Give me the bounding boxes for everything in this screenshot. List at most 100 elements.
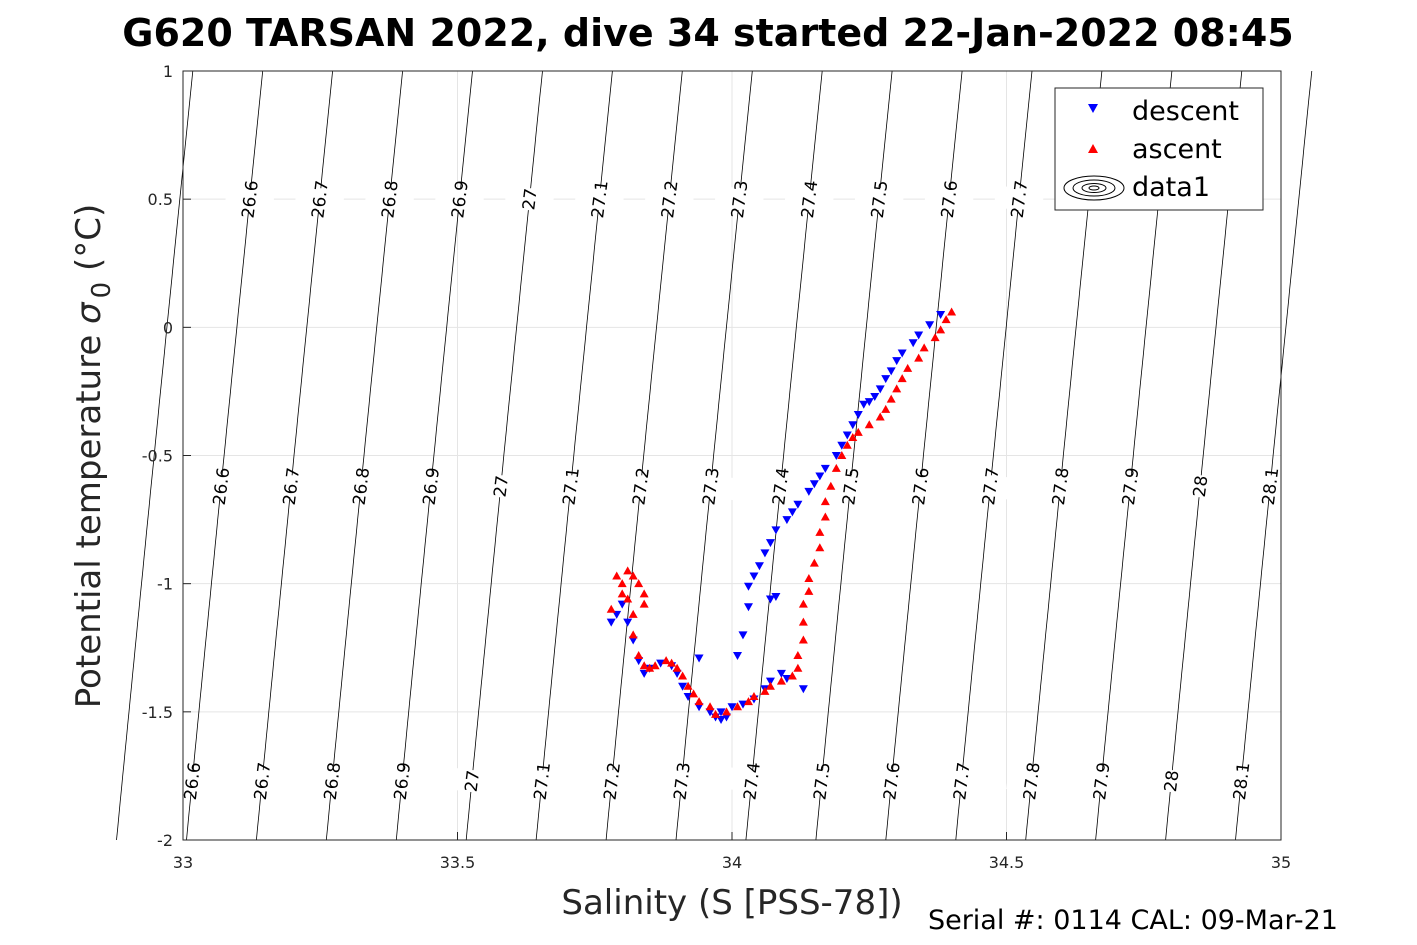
- ascent-point: [941, 315, 951, 324]
- ascent-point: [639, 661, 649, 670]
- contour-label: 26.9: [391, 761, 415, 801]
- contour-label-bg: [853, 185, 905, 214]
- contour-label: 27.2: [658, 179, 682, 219]
- contour-label: 27.1: [559, 466, 583, 506]
- contour-label: 27.7: [950, 761, 974, 801]
- ascent-point: [848, 433, 858, 442]
- ascent-point: [628, 571, 638, 580]
- ascent-point: [837, 451, 847, 459]
- descent-point: [765, 539, 775, 548]
- ascent-point: [853, 427, 863, 436]
- ascent-point: [897, 374, 907, 383]
- ascent-point: [815, 527, 825, 536]
- descent-point: [914, 331, 924, 340]
- ascent-point: [930, 333, 940, 342]
- contour-label: 28.1: [1230, 761, 1254, 801]
- ascent-point: [617, 579, 627, 588]
- contour-label-bg: [726, 767, 777, 795]
- contour-label-bg: [446, 767, 498, 795]
- descent-point: [754, 562, 764, 571]
- ascent-point: [804, 586, 814, 595]
- contour-label-bg: [615, 472, 666, 501]
- descent-point: [837, 441, 847, 450]
- ascent-point: [892, 384, 902, 393]
- contour-label: 27.4: [740, 761, 764, 801]
- contour-label: 27.3: [670, 761, 694, 801]
- descent-point: [886, 367, 896, 376]
- descent-point: [848, 421, 858, 430]
- descent-point: [936, 311, 946, 320]
- ascent-series: [606, 307, 957, 718]
- ascent-point: [936, 325, 946, 334]
- contour-label: 27.8: [1049, 466, 1073, 506]
- contour-label: 26.9: [448, 179, 472, 219]
- contour-label-bg: [166, 767, 218, 795]
- y-tick-label: -1: [157, 575, 173, 594]
- contour-label: 26.6: [238, 179, 262, 219]
- ascent-point: [628, 609, 638, 618]
- descent-point: [859, 400, 869, 409]
- descent-point: [716, 716, 726, 725]
- contour-label: 27: [462, 769, 484, 793]
- x-tick-label: 33.5: [440, 853, 476, 872]
- ascent-point: [749, 691, 759, 700]
- ascent-point: [612, 571, 622, 580]
- descent-point: [892, 357, 902, 366]
- descent-point: [672, 669, 682, 678]
- descent-point: [760, 549, 770, 558]
- contour-label-bg: [784, 185, 835, 214]
- contour-label: 27.1: [588, 179, 612, 219]
- ascent-point: [903, 363, 913, 372]
- ascent-point: [760, 686, 770, 695]
- ascent-point: [804, 574, 814, 583]
- legend: descent ascent data1: [1054, 87, 1264, 211]
- descent-point: [820, 464, 830, 473]
- descent-point: [749, 572, 759, 581]
- ascent-point: [689, 689, 699, 698]
- contour-label-bg: [434, 185, 485, 214]
- x-axis-ticks: 33 33.5 34 34.5 35: [173, 832, 1291, 872]
- descent-point: [853, 410, 863, 419]
- legend-descent-marker: [1088, 104, 1098, 113]
- contour-label-bg: [825, 472, 876, 501]
- contour-label-bg: [1174, 472, 1226, 501]
- ascent-point: [798, 599, 808, 608]
- contour-label: 26.8: [321, 761, 345, 801]
- x-tick-label: 35: [1271, 853, 1291, 872]
- y-axis-label-subscript: 0: [87, 282, 117, 299]
- contour-label: 28: [1190, 474, 1212, 498]
- contour-label-bg: [294, 185, 345, 214]
- contour-label: 27.5: [839, 466, 863, 506]
- contour-label-bg: [306, 767, 358, 795]
- chart-title: G620 TARSAN 2022, dive 34 started 22-Jan…: [122, 11, 1293, 55]
- descent-point: [727, 703, 737, 712]
- descent-point: [623, 618, 633, 627]
- ascent-point: [765, 681, 775, 690]
- ascent-point: [722, 707, 732, 716]
- legend-descent-label: descent: [1132, 96, 1239, 127]
- contour-label-bg: [504, 185, 555, 214]
- descent-point: [617, 600, 627, 609]
- ascent-point: [678, 671, 688, 680]
- contour-label-bg: [923, 185, 975, 214]
- ascent-point: [628, 630, 638, 639]
- contour-label-bg: [1244, 472, 1296, 501]
- ascent-point: [842, 440, 852, 449]
- ascent-point: [617, 589, 627, 598]
- contour-label: 26.6: [181, 761, 205, 801]
- contour-label-bg: [545, 472, 596, 501]
- descent-point: [722, 713, 732, 722]
- ascent-point: [798, 635, 808, 644]
- descent-point: [771, 526, 781, 535]
- ascent-point: [661, 656, 671, 665]
- contour-label: 26.7: [280, 466, 304, 506]
- contour-label-bg: [936, 767, 987, 795]
- isopycnal-line: [116, 70, 194, 841]
- ascent-point: [793, 663, 803, 672]
- contour-label: 26.8: [378, 179, 402, 219]
- y-axis-label: Potential temperature σ 0 (°C): [69, 204, 117, 708]
- contour-label-bg: [574, 185, 625, 214]
- contour-label: 27.4: [798, 179, 822, 219]
- contour-label-bg: [265, 472, 317, 501]
